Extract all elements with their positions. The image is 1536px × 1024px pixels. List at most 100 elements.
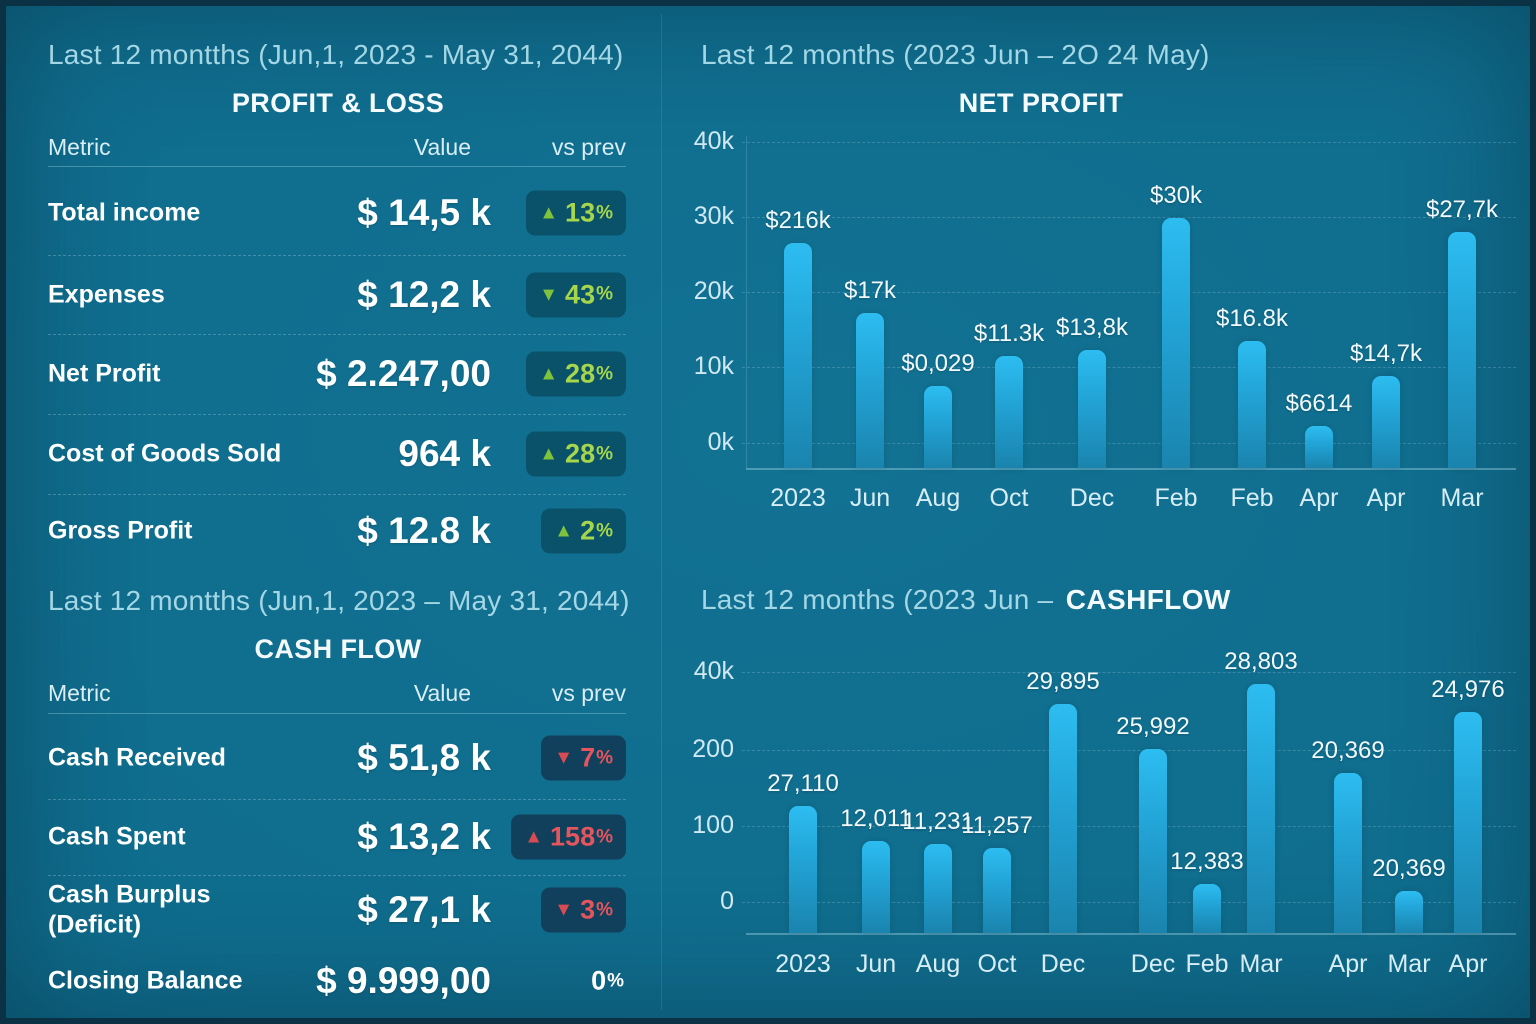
- bar: [995, 356, 1023, 468]
- bar-value-label: $11.3k: [973, 320, 1045, 347]
- x-axis-tick-label: Apr: [1448, 950, 1488, 978]
- trend-up-icon: ▲: [539, 202, 559, 224]
- bar: [924, 386, 952, 468]
- change-badge: ▲ 28%: [526, 431, 626, 477]
- change-value: 2: [580, 515, 596, 546]
- bar: [1305, 426, 1333, 468]
- x-axis-line: [746, 933, 1516, 935]
- bar-value-label: 12,383: [1170, 848, 1244, 875]
- metric-label: Cash Burplus (Deficit): [48, 880, 211, 939]
- percent-sign: %: [596, 899, 613, 920]
- change-badge: ▲ 158%: [511, 814, 626, 860]
- y-gridline: [742, 443, 1516, 444]
- panel-divider: [661, 14, 662, 1010]
- bar-value-label: 11,231: [902, 808, 974, 835]
- change-badge: ▲ 13%: [526, 190, 626, 236]
- table-row: Cash Burplus (Deficit) $ 27,1 k ▼ 3%: [48, 875, 626, 945]
- y-axis-tick-label: 200: [692, 735, 734, 763]
- x-axis-tick-label: Dec: [1069, 484, 1115, 512]
- y-axis-tick-label: 100: [692, 811, 734, 839]
- metric-value: $ 14,5 k: [357, 192, 491, 233]
- bar: [1454, 712, 1482, 933]
- change-badge: ▼ 3%: [541, 887, 626, 933]
- net-profit-chart: 40k 30k 20k 10k 0k $216k 2023 $17k Jun $0,029 Aug $…: [694, 126, 1516, 512]
- metric-label: Closing Balance: [48, 966, 243, 995]
- bar: [1139, 749, 1167, 933]
- table-row: Net Profit $ 2.247,00 ▲ 28%: [48, 334, 626, 414]
- x-axis-tick-label: Aug: [915, 950, 961, 978]
- y-axis-tick-label: 0: [720, 887, 734, 915]
- y-gridline: [742, 217, 1516, 218]
- y-gridline: [742, 672, 1516, 673]
- bar: [1395, 891, 1423, 933]
- metric-label: Cash Spent: [48, 822, 186, 851]
- x-axis-tick-label: Feb: [1185, 950, 1229, 978]
- change-badge: ▼ 7%: [541, 735, 626, 781]
- change-value: 0: [591, 965, 607, 996]
- metric-value: $ 9.999,00: [316, 960, 491, 1001]
- x-axis-tick-label: Mar: [1440, 484, 1484, 512]
- percent-sign: %: [596, 283, 613, 305]
- x-axis-line: [746, 468, 1516, 470]
- y-gridline: [742, 902, 1516, 903]
- metric-label: Cash Received: [48, 743, 226, 772]
- table-row-separator: [48, 875, 626, 876]
- profit-loss-col-metric: Metric: [48, 134, 111, 160]
- percent-sign: %: [596, 443, 613, 464]
- percent-sign: %: [596, 202, 613, 223]
- bar: [983, 848, 1011, 933]
- y-axis-tick-label: 10k: [693, 352, 734, 380]
- bar-value-label: $16.8k: [1215, 305, 1289, 332]
- cash-flow-col-vsprev: vs prev: [551, 680, 626, 706]
- change-value: 43: [565, 279, 596, 309]
- trend-up-icon: ▲: [539, 443, 559, 465]
- bar: [789, 806, 817, 933]
- table-header-separator: [48, 713, 626, 714]
- x-axis-tick-label: Jun: [855, 950, 897, 978]
- metric-value: 964 k: [398, 433, 491, 474]
- bar-value-label: 25,992: [1116, 713, 1190, 740]
- change-value: 158: [550, 821, 596, 852]
- change-badge: ▼ 43%: [526, 272, 626, 317]
- profit-loss-col-vsprev: vs prev: [551, 134, 626, 160]
- profit-loss-col-value: Value: [413, 134, 471, 160]
- bar-value-label: 20,369: [1311, 737, 1385, 764]
- percent-sign: %: [596, 363, 613, 384]
- x-axis-tick-label: Feb: [1154, 484, 1198, 512]
- change-value: 13: [565, 197, 596, 228]
- bar-value-label: 24,976: [1431, 676, 1505, 703]
- metric-label: Expenses: [48, 279, 165, 308]
- x-axis-tick-label: 2023: [775, 950, 831, 978]
- profit-loss-period-heading: Last 12 montths (Jun,1, 2023 - May 31, 2…: [48, 39, 624, 70]
- x-axis-tick-label: Oct: [989, 484, 1029, 512]
- bar: [1334, 773, 1362, 933]
- x-axis-tick-label: Dec: [1040, 950, 1086, 978]
- table-row: Total income $ 14,5 k ▲ 13%: [48, 171, 626, 255]
- metric-label: Total income: [48, 198, 201, 227]
- x-axis-tick-label: 2023: [770, 484, 826, 512]
- y-gridline: [742, 826, 1516, 827]
- bar-value-label: $13,8k: [1055, 314, 1129, 341]
- cash-flow-period-heading: Last 12 montths (Jun,1, 2023 – May 31, 2…: [48, 585, 630, 616]
- table-row: Cash Received $ 51,8 k ▼ 7%: [48, 717, 626, 799]
- bar-value-label: 27,110: [767, 770, 839, 797]
- y-axis-tick-label: 30k: [693, 202, 734, 230]
- trend-down-icon: ▼: [539, 284, 559, 305]
- bar-value-label: $27,7k: [1425, 196, 1499, 223]
- net-profit-title: NET PROFIT: [958, 88, 1124, 118]
- metric-value: $ 12.8 k: [357, 510, 491, 551]
- net-profit-period-heading: Last 12 months (2023 Jun – 2O 24 May): [701, 39, 1210, 70]
- x-axis-tick-label: Apr: [1366, 484, 1406, 512]
- percent-sign: %: [607, 970, 624, 991]
- bar-value-label: $0,029: [901, 350, 975, 377]
- cashflow-period-heading: Last 12 months (2023 Jun –: [701, 584, 1054, 615]
- x-axis-tick-label: Dec: [1130, 950, 1176, 978]
- cashflow-title: CASHFLOW: [1065, 584, 1231, 615]
- bar: [1162, 218, 1190, 468]
- table-row: Expenses $ 12,2 k ▼ 43%: [48, 255, 626, 334]
- change-value: 3: [580, 894, 596, 925]
- bar: [856, 313, 884, 468]
- table-header-separator: [48, 166, 626, 167]
- table-row: Closing Balance $ 9.999,00 0%: [48, 951, 626, 1011]
- cash-flow-col-value: Value: [413, 680, 471, 706]
